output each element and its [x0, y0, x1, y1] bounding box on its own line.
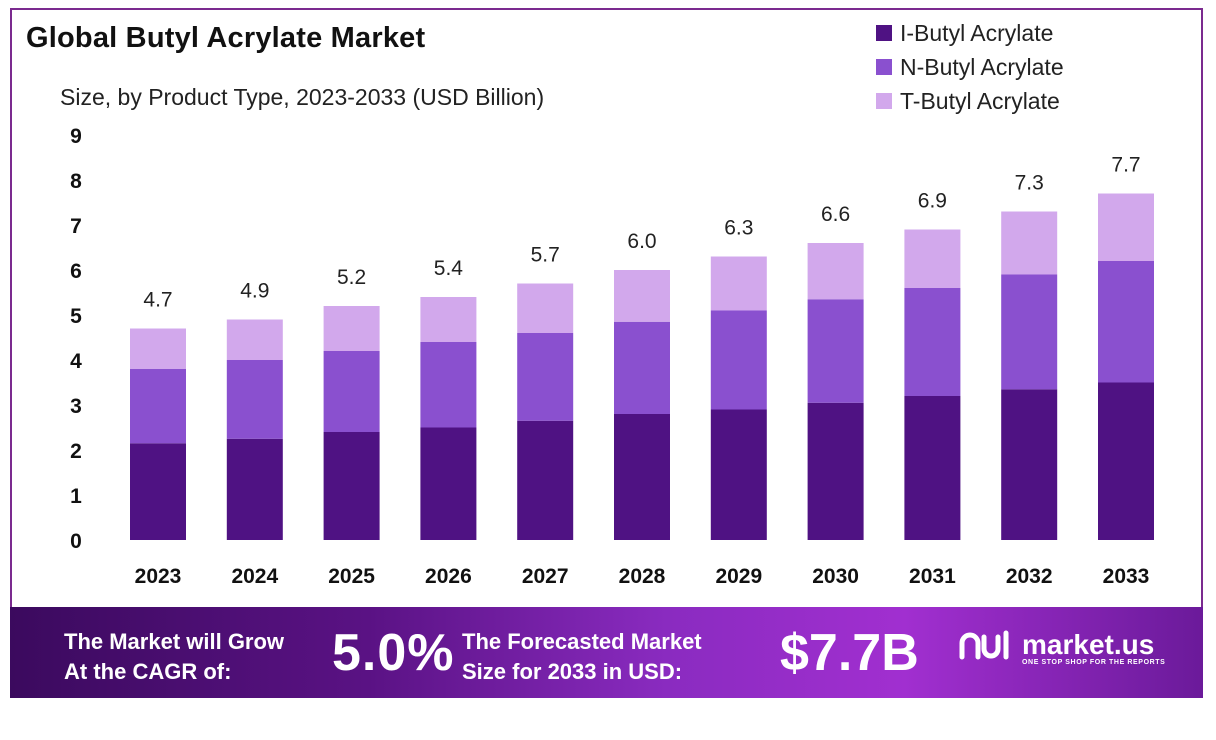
cagr-value: 5.0% [332, 624, 455, 682]
bar-segment-t-butyl-acrylate [323, 306, 380, 351]
bar-segment-t-butyl-acrylate [710, 256, 767, 311]
x-tick-label: 2033 [1103, 565, 1150, 588]
bar-segment-n-butyl-acrylate [614, 321, 670, 414]
y-tick-label: 0 [70, 530, 82, 553]
bar-segment-i-butyl-acrylate [807, 402, 864, 540]
data-label-total: 5.2 [337, 266, 366, 289]
chart-subtitle: Size, by Product Type, 2023-2033 (USD Bi… [60, 84, 545, 110]
bar-segment-i-butyl-acrylate [904, 396, 961, 540]
bar-segment-n-butyl-acrylate [710, 310, 767, 410]
forecast-value: $7.7B [780, 624, 919, 682]
legend-swatch-i-butyl [876, 25, 892, 41]
cagr-label-line1: The Market will Grow [64, 629, 285, 654]
bar-segment-t-butyl-acrylate [420, 297, 477, 342]
forecast-label: The Forecasted Market Size for 2033 in U… [462, 627, 702, 687]
legend-item-t-butyl: T-Butyl Acrylate [876, 84, 1064, 118]
bar-segment-t-butyl-acrylate [614, 270, 670, 322]
cagr-label-line2: At the CAGR of: [64, 659, 232, 684]
y-tick-label: 3 [70, 395, 82, 418]
bar-segment-i-butyl-acrylate [614, 414, 670, 540]
y-tick-label: 8 [70, 170, 82, 193]
y-tick-label: 6 [70, 260, 82, 283]
bar-segment-n-butyl-acrylate [420, 342, 477, 428]
cagr-label: The Market will Grow At the CAGR of: [64, 627, 284, 687]
y-tick-label: 4 [70, 350, 82, 373]
legend-swatch-n-butyl [876, 59, 892, 75]
bar-segment-n-butyl-acrylate [323, 351, 380, 432]
stacked-bar-chart: 0 1 2 3 4 5 6 7 8 9 4.7 2023 4.9 2024 5.2 2025 5.4 2026 5.… [70, 125, 1154, 588]
brand-tagline: ONE STOP SHOP FOR THE REPORTS [1022, 659, 1166, 666]
x-tick-label: 2024 [231, 565, 278, 588]
data-label-total: 5.4 [434, 257, 464, 280]
data-label-total: 4.9 [240, 280, 269, 303]
bar-segment-t-butyl-acrylate [130, 328, 186, 369]
bar-segment-i-butyl-acrylate [1001, 389, 1058, 540]
data-label-total: 6.3 [724, 217, 753, 240]
legend: I-Butyl Acrylate N-Butyl Acrylate T-Buty… [876, 16, 1064, 118]
data-label-total: 4.7 [143, 289, 172, 312]
x-tick-label: 2032 [1006, 565, 1053, 588]
x-tick-label: 2029 [715, 565, 762, 588]
bar-segment-i-butyl-acrylate [130, 443, 186, 540]
x-tick-label: 2023 [135, 565, 182, 588]
brand-logo: market.us ONE STOP SHOP FOR THE REPORTS [958, 627, 1165, 666]
data-label-total: 5.7 [531, 244, 560, 267]
y-tick-label: 5 [70, 305, 82, 328]
x-tick-label: 2030 [812, 565, 859, 588]
data-label-total: 6.9 [918, 190, 947, 213]
forecast-label-line2: Size for 2033 in USD: [462, 659, 683, 684]
bar-segment-n-butyl-acrylate [807, 299, 864, 403]
x-tick-label: 2026 [425, 565, 472, 588]
legend-item-i-butyl: I-Butyl Acrylate [876, 16, 1064, 50]
chart-title: Global Butyl Acrylate Market [26, 22, 426, 54]
bar-segment-t-butyl-acrylate [517, 283, 574, 333]
bar-segment-i-butyl-acrylate [710, 409, 767, 540]
bar-segment-i-butyl-acrylate [323, 432, 380, 540]
bar-segment-i-butyl-acrylate [226, 438, 283, 540]
data-label-total: 6.6 [821, 203, 850, 226]
bar-segment-n-butyl-acrylate [517, 333, 574, 421]
bar-segment-n-butyl-acrylate [226, 360, 283, 439]
y-tick-label: 9 [70, 125, 82, 148]
brand-name: market.us [1022, 629, 1155, 660]
market-us-logo-icon [959, 630, 1009, 660]
data-label-total: 7.7 [1111, 154, 1140, 177]
legend-swatch-t-butyl [876, 93, 892, 109]
bar-segment-t-butyl-acrylate [226, 319, 283, 360]
footer-banner: The Market will Grow At the CAGR of: 5.0… [10, 607, 1203, 698]
bar-segment-n-butyl-acrylate [130, 369, 186, 444]
y-tick-label: 2 [70, 440, 82, 463]
data-label-total: 7.3 [1015, 172, 1044, 195]
bar-segment-n-butyl-acrylate [1098, 261, 1154, 383]
y-tick-label: 1 [70, 485, 82, 508]
bar-segment-i-butyl-acrylate [517, 420, 574, 540]
bar-segment-t-butyl-acrylate [1001, 211, 1058, 275]
bar-segment-i-butyl-acrylate [1098, 382, 1154, 540]
y-tick-label: 7 [70, 215, 82, 238]
bar-segment-i-butyl-acrylate [420, 427, 477, 540]
bar-segment-t-butyl-acrylate [904, 229, 961, 288]
x-tick-label: 2025 [328, 565, 375, 588]
bar-segment-t-butyl-acrylate [807, 243, 864, 300]
forecast-label-line1: The Forecasted Market [462, 629, 702, 654]
legend-label-n-butyl: N-Butyl Acrylate [900, 53, 1064, 80]
legend-item-n-butyl: N-Butyl Acrylate [876, 50, 1064, 84]
legend-label-t-butyl: T-Butyl Acrylate [900, 87, 1060, 114]
legend-label-i-butyl: I-Butyl Acrylate [900, 19, 1054, 46]
x-tick-label: 2027 [522, 565, 569, 588]
bar-segment-t-butyl-acrylate [1098, 193, 1154, 261]
data-label-total: 6.0 [627, 230, 656, 253]
x-tick-label: 2028 [619, 565, 666, 588]
bar-segment-n-butyl-acrylate [904, 288, 961, 396]
bar-segment-n-butyl-acrylate [1001, 274, 1058, 390]
x-tick-label: 2031 [909, 565, 956, 588]
